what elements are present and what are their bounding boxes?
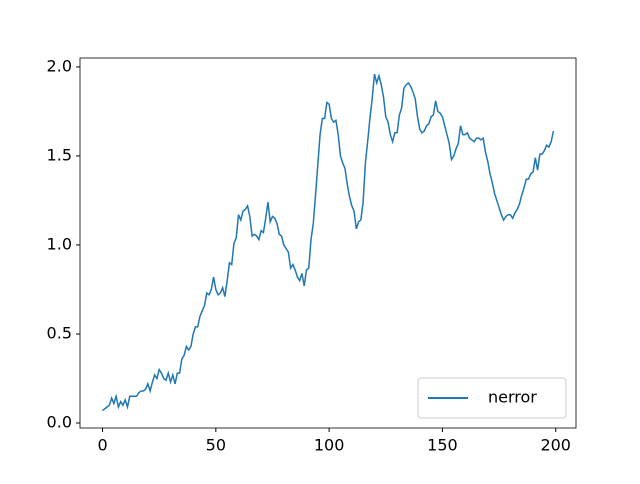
y-tick-label: 1.0 bbox=[47, 234, 72, 253]
y-tick-label: 0.5 bbox=[47, 323, 72, 342]
legend-label: nerror bbox=[488, 388, 537, 407]
y-tick-label: 2.0 bbox=[47, 56, 72, 75]
x-tick-label: 0 bbox=[97, 436, 107, 455]
y-tick-label: 0.0 bbox=[47, 413, 72, 432]
x-tick-label: 50 bbox=[206, 436, 226, 455]
x-tick-label: 150 bbox=[427, 436, 458, 455]
y-tick-label: 1.5 bbox=[47, 145, 72, 164]
data-line bbox=[102, 73, 555, 412]
x-tick-label: 100 bbox=[314, 436, 345, 455]
x-tick-label: 200 bbox=[540, 436, 571, 455]
legend-box bbox=[417, 377, 567, 419]
plot-frame bbox=[79, 57, 577, 429]
